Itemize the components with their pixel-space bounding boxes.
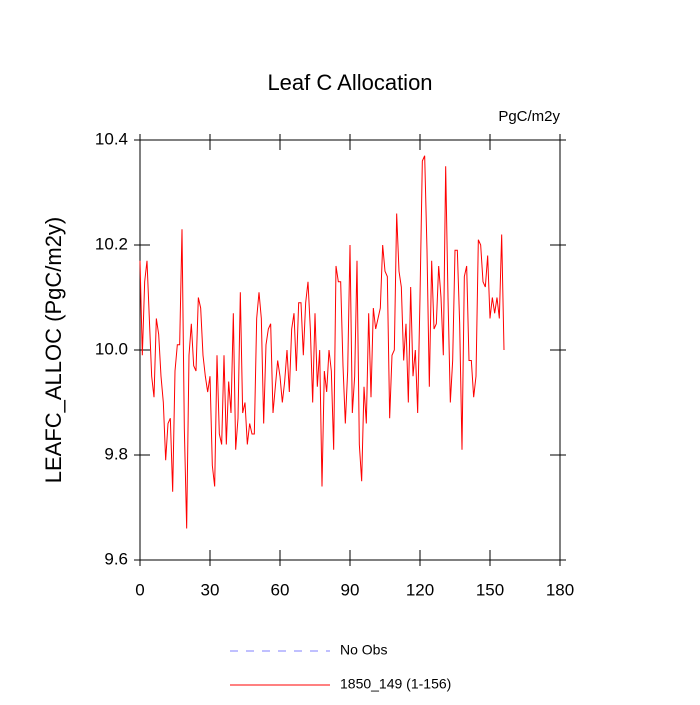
x-tick-label: 60 bbox=[271, 580, 290, 599]
x-tick-label: 90 bbox=[341, 580, 360, 599]
x-tick-label: 30 bbox=[201, 580, 220, 599]
y-axis-label: LEAFC_ALLOC (PgC/m2y) bbox=[41, 217, 66, 484]
y-tick-label: 9.8 bbox=[104, 444, 128, 463]
y-tick-label: 10.2 bbox=[95, 234, 128, 253]
legend-label: 1850_149 (1-156) bbox=[340, 676, 451, 692]
x-tick-label: 150 bbox=[476, 580, 504, 599]
x-tick-label: 120 bbox=[406, 580, 434, 599]
y-tick-label: 9.6 bbox=[104, 549, 128, 568]
y-tick-label: 10.0 bbox=[95, 339, 128, 358]
legend-label: No Obs bbox=[340, 642, 387, 658]
y-tick-label: 10.4 bbox=[95, 129, 128, 148]
units-label: PgC/m2y bbox=[498, 108, 560, 125]
x-tick-label: 180 bbox=[546, 580, 574, 599]
chart-title: Leaf C Allocation bbox=[267, 70, 432, 95]
x-tick-label: 0 bbox=[135, 580, 144, 599]
data-line bbox=[139, 155, 505, 529]
